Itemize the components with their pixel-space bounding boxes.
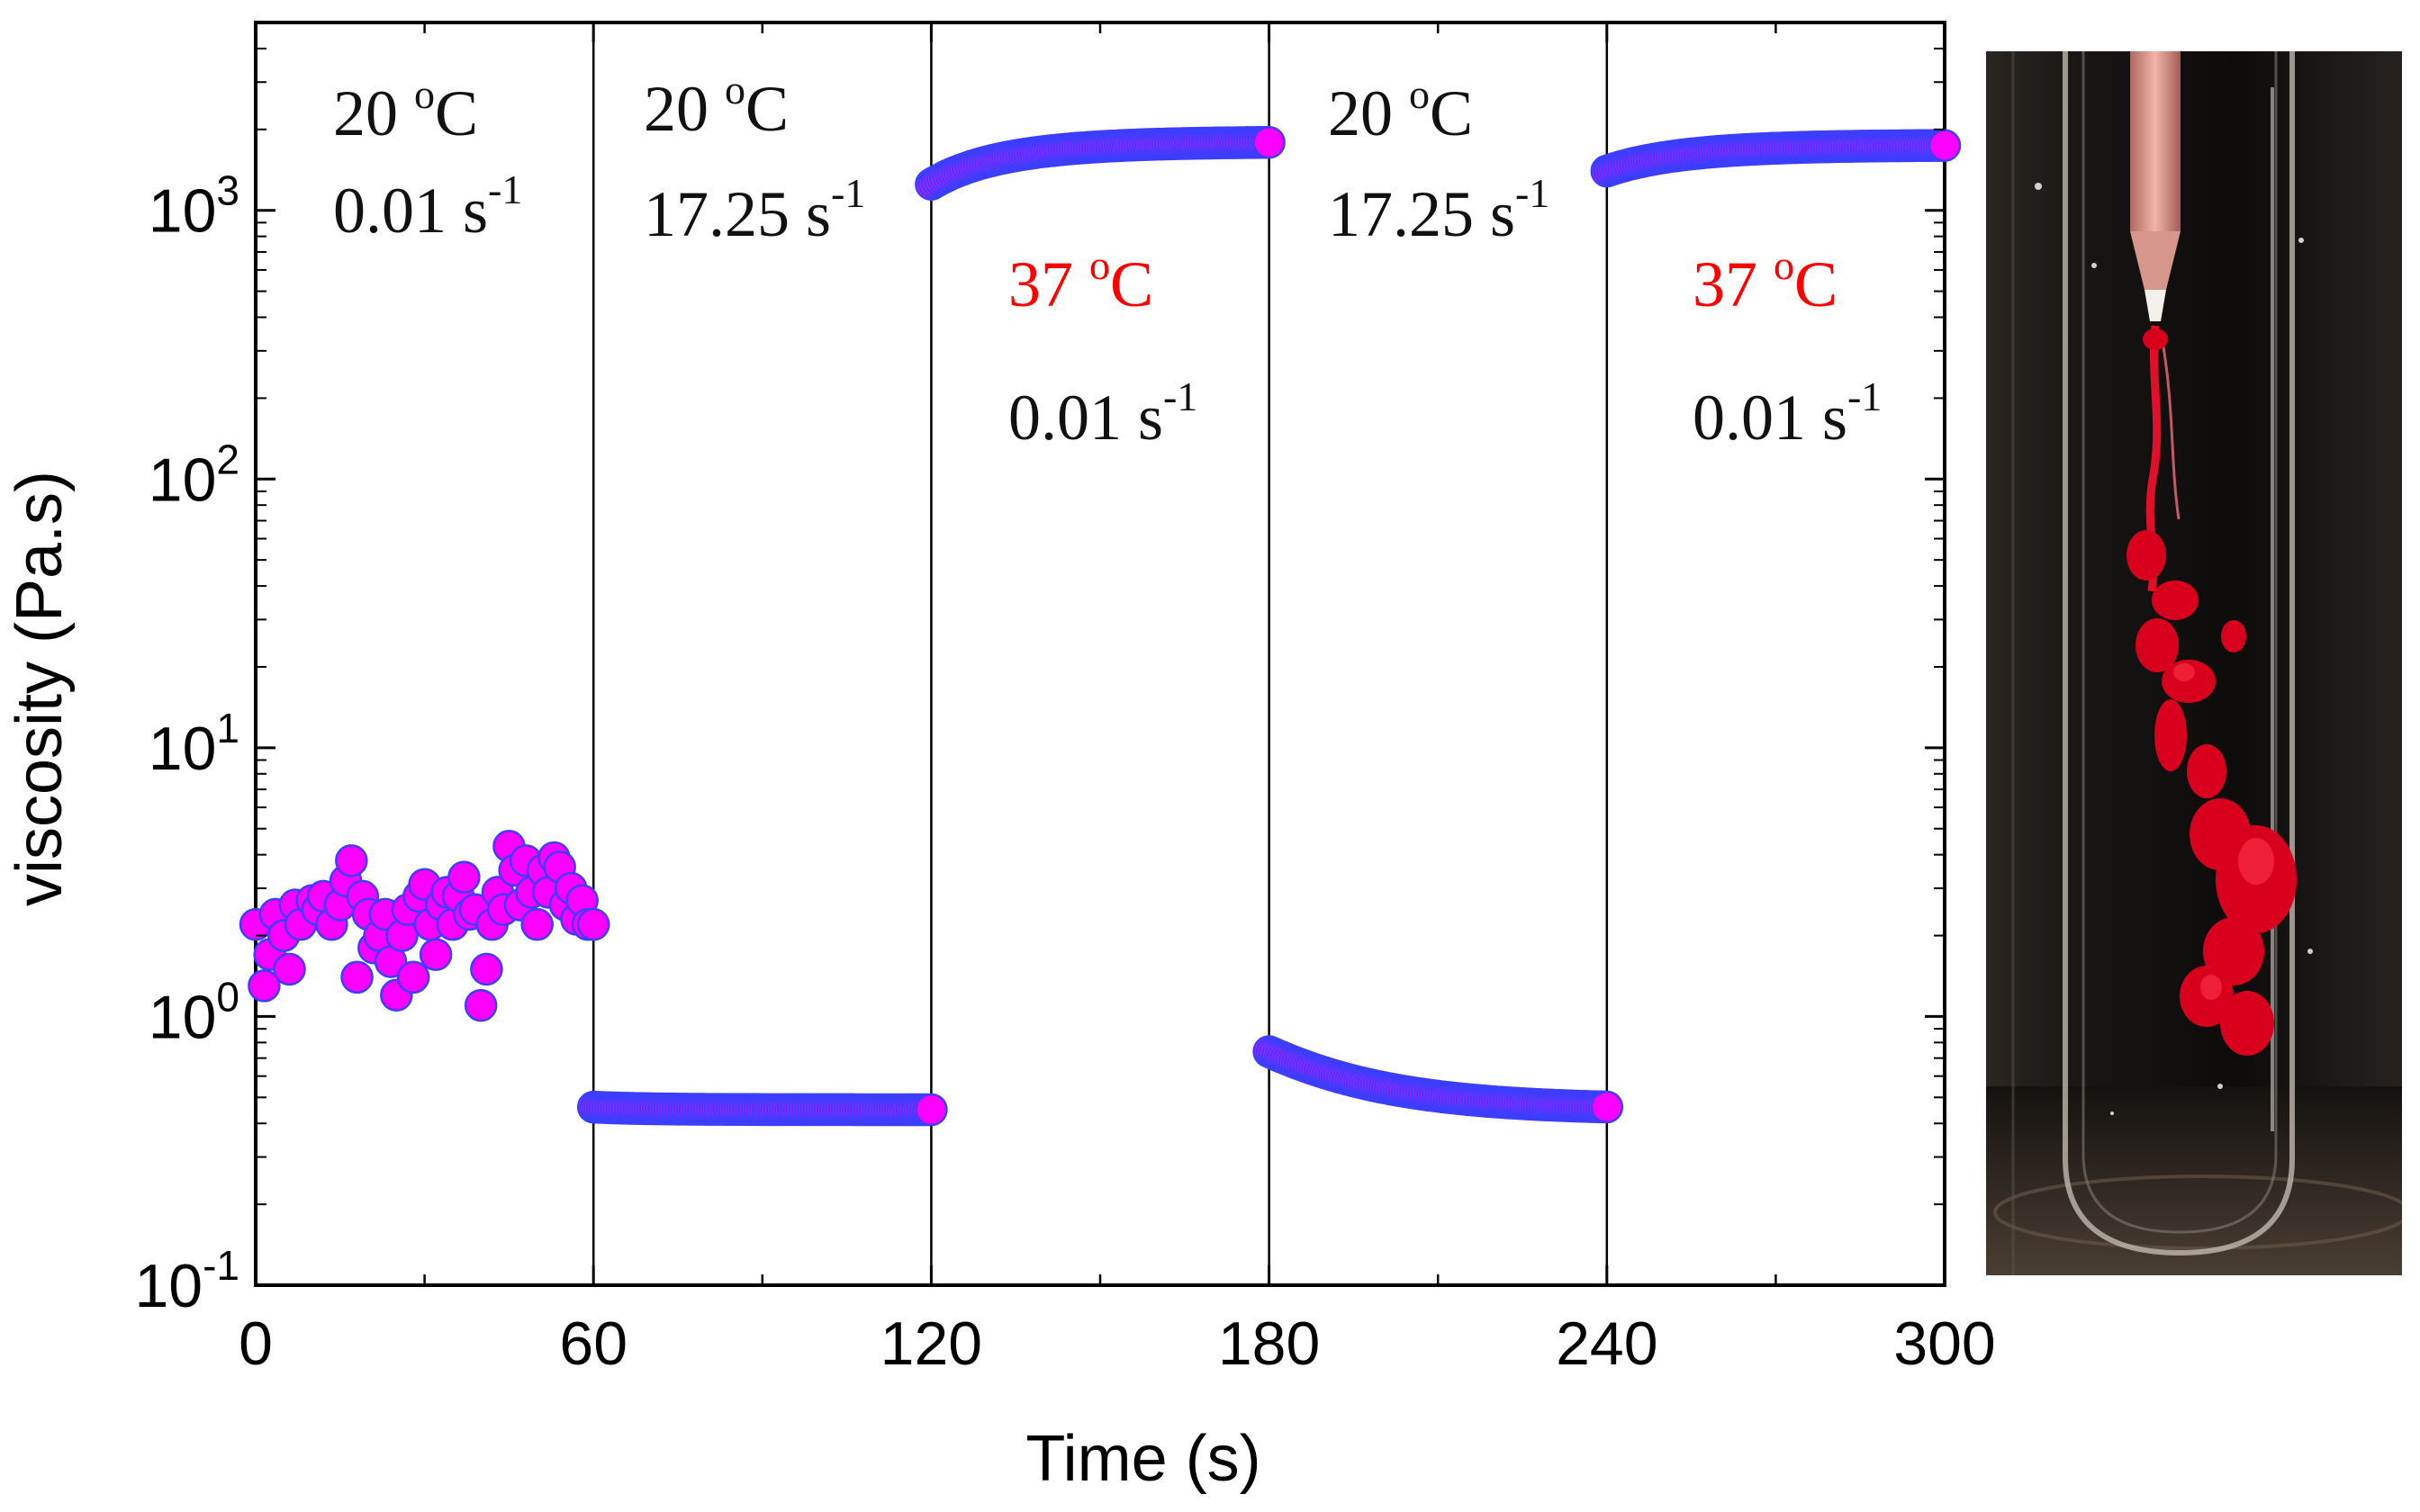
annotation-temperature: 37 oC [1693, 242, 1838, 320]
data-point [1590, 1090, 1624, 1124]
data-point [335, 844, 368, 878]
y-tick-label: 101 [149, 705, 239, 783]
x-tick-label: 240 [1556, 1310, 1657, 1378]
annotation-shear-rate: 0.01 s-1 [333, 166, 522, 247]
annotation-temperature: 20 oC [1328, 71, 1473, 149]
x-axis-ticks: 0 60 120 180 240 300 [239, 22, 1996, 1378]
x-tick-label: 0 [239, 1310, 273, 1378]
x-tick-label: 60 [559, 1310, 628, 1378]
annotation-shear-rate: 0.01 s-1 [1693, 374, 1882, 454]
annotation-temperature: 20 oC [644, 67, 789, 145]
segment-annotations: 20 oC 0.01 s-1 20 oC 17.25 s-1 37 oC 0.01 s-1… [333, 67, 1882, 454]
data-point [248, 969, 281, 1003]
data-point [915, 1093, 948, 1127]
x-tick-label: 120 [880, 1310, 982, 1378]
y-axis-ticks: 10-1 100 101 102 103 [134, 22, 1945, 1320]
data-point [396, 960, 430, 994]
x-axis-title: Time (s) [1025, 1423, 1260, 1495]
annotation-shear-rate: 17.25 s-1 [1328, 170, 1549, 250]
y-tick-label: 100 [149, 973, 239, 1051]
x-tick-label: 300 [1893, 1310, 1995, 1378]
data-point [1928, 129, 1962, 162]
annotation-shear-rate: 0.01 s-1 [1008, 374, 1197, 454]
annotation-temperature: 37 oC [1008, 242, 1153, 320]
data-points [239, 125, 1962, 1127]
data-point [447, 860, 481, 894]
data-point [576, 907, 610, 941]
test-tube-photo [1986, 51, 2402, 1275]
data-point [1252, 125, 1286, 159]
segment-dividers [591, 22, 1609, 1285]
x-tick-label: 180 [1218, 1310, 1320, 1378]
y-axis-title: viscosity (Pa.s) [4, 471, 76, 906]
data-point [340, 960, 374, 994]
y-tick-label: 10-1 [134, 1242, 239, 1320]
annotation-shear-rate: 17.25 s-1 [644, 170, 865, 250]
y-tick-label: 103 [149, 167, 239, 246]
data-point [273, 952, 306, 986]
annotation-temperature: 20 oC [333, 71, 478, 149]
data-point [470, 952, 503, 986]
data-point [419, 938, 453, 971]
y-tick-label: 102 [149, 436, 239, 514]
data-point [520, 907, 554, 941]
data-point [464, 988, 498, 1022]
